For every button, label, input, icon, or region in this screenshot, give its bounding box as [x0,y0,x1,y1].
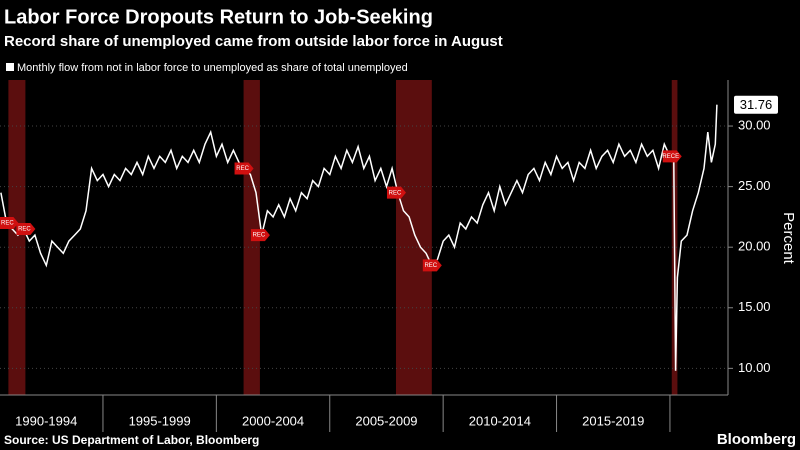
legend-swatch [6,63,14,71]
x-tick-label: 2000-2004 [242,413,304,428]
recession-tag [16,223,36,236]
x-tick-label: 2005-2009 [355,413,417,428]
recession-tag-label: REC [18,227,31,233]
brand: Bloomberg [717,431,796,448]
recession-tag [234,162,254,175]
x-tick-label: 1990-1994 [15,413,77,428]
recession-tag [386,186,406,199]
y-tick-label: 25.00 [738,178,771,193]
recession-tag [250,229,270,242]
y-axis-label: Percent [780,212,797,265]
chart-title: Labor Force Dropouts Return to Job-Seeki… [4,6,433,28]
y-tick-label: 15.00 [738,299,771,314]
last-value-box [734,95,778,114]
data-line [0,104,718,371]
recession-tag [0,216,19,229]
recession-tag-label: REC [389,190,402,196]
chart-subtitle: Record share of unemployed came from out… [4,33,503,50]
y-tick-label: 20.00 [738,239,771,254]
last-value-label: 31.76 [740,97,773,112]
recession-tag-label: REC [424,263,437,269]
y-tick-label: 30.00 [738,117,771,132]
recession-tag-label: REC [1,221,14,227]
recession-band [395,80,432,395]
recession-tag-label: RECE [662,154,679,160]
recession-tag-label: REC [236,166,249,172]
recession-tag [422,259,442,272]
x-tick-label: 2010-2014 [469,413,531,428]
recession-tag [662,150,682,163]
y-tick-label: 10.00 [738,360,771,375]
source: Source: US Department of Labor, Bloomber… [4,433,259,447]
x-tick-label: 2015-2019 [582,413,644,428]
recession-tag-label: REC [253,233,266,239]
x-tick-label: 1995-1999 [129,413,191,428]
recession-band [8,80,26,395]
legend-label: Monthly flow from not in labor force to … [17,62,408,74]
